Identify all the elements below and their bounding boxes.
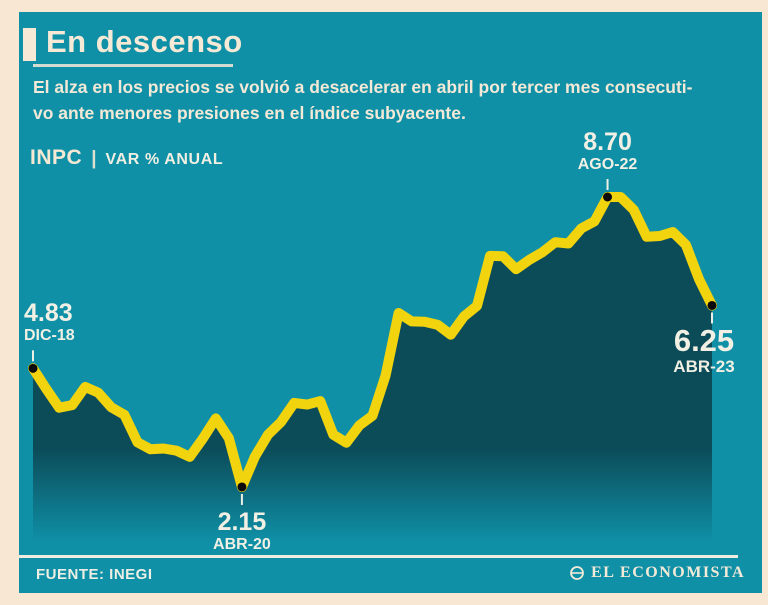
series-kicker: INPC | VAR % ANUAL: [30, 146, 223, 170]
series-metric: VAR % ANUAL: [105, 151, 224, 168]
title-underline: [33, 64, 233, 67]
page-title: En descenso: [46, 24, 243, 59]
title-tab-marker: [23, 28, 36, 61]
series-name: INPC: [30, 146, 83, 169]
el-economista-globe-icon: [570, 566, 584, 580]
kicker-separator: |: [91, 148, 97, 169]
source-credit: FUENTE: INEGI: [36, 566, 153, 583]
chart-subtitle: El alza en los precios se volvió a desac…: [33, 74, 743, 126]
publisher-brand: EL ECONOMISTA: [569, 564, 745, 582]
publisher-name: EL ECONOMISTA: [591, 564, 745, 581]
subtitle-line-2: vo ante menores presiones en el índice s…: [33, 103, 466, 123]
footer-divider: [19, 555, 738, 558]
subtitle-line-1: El alza en los precios se volvió a desac…: [33, 77, 693, 97]
